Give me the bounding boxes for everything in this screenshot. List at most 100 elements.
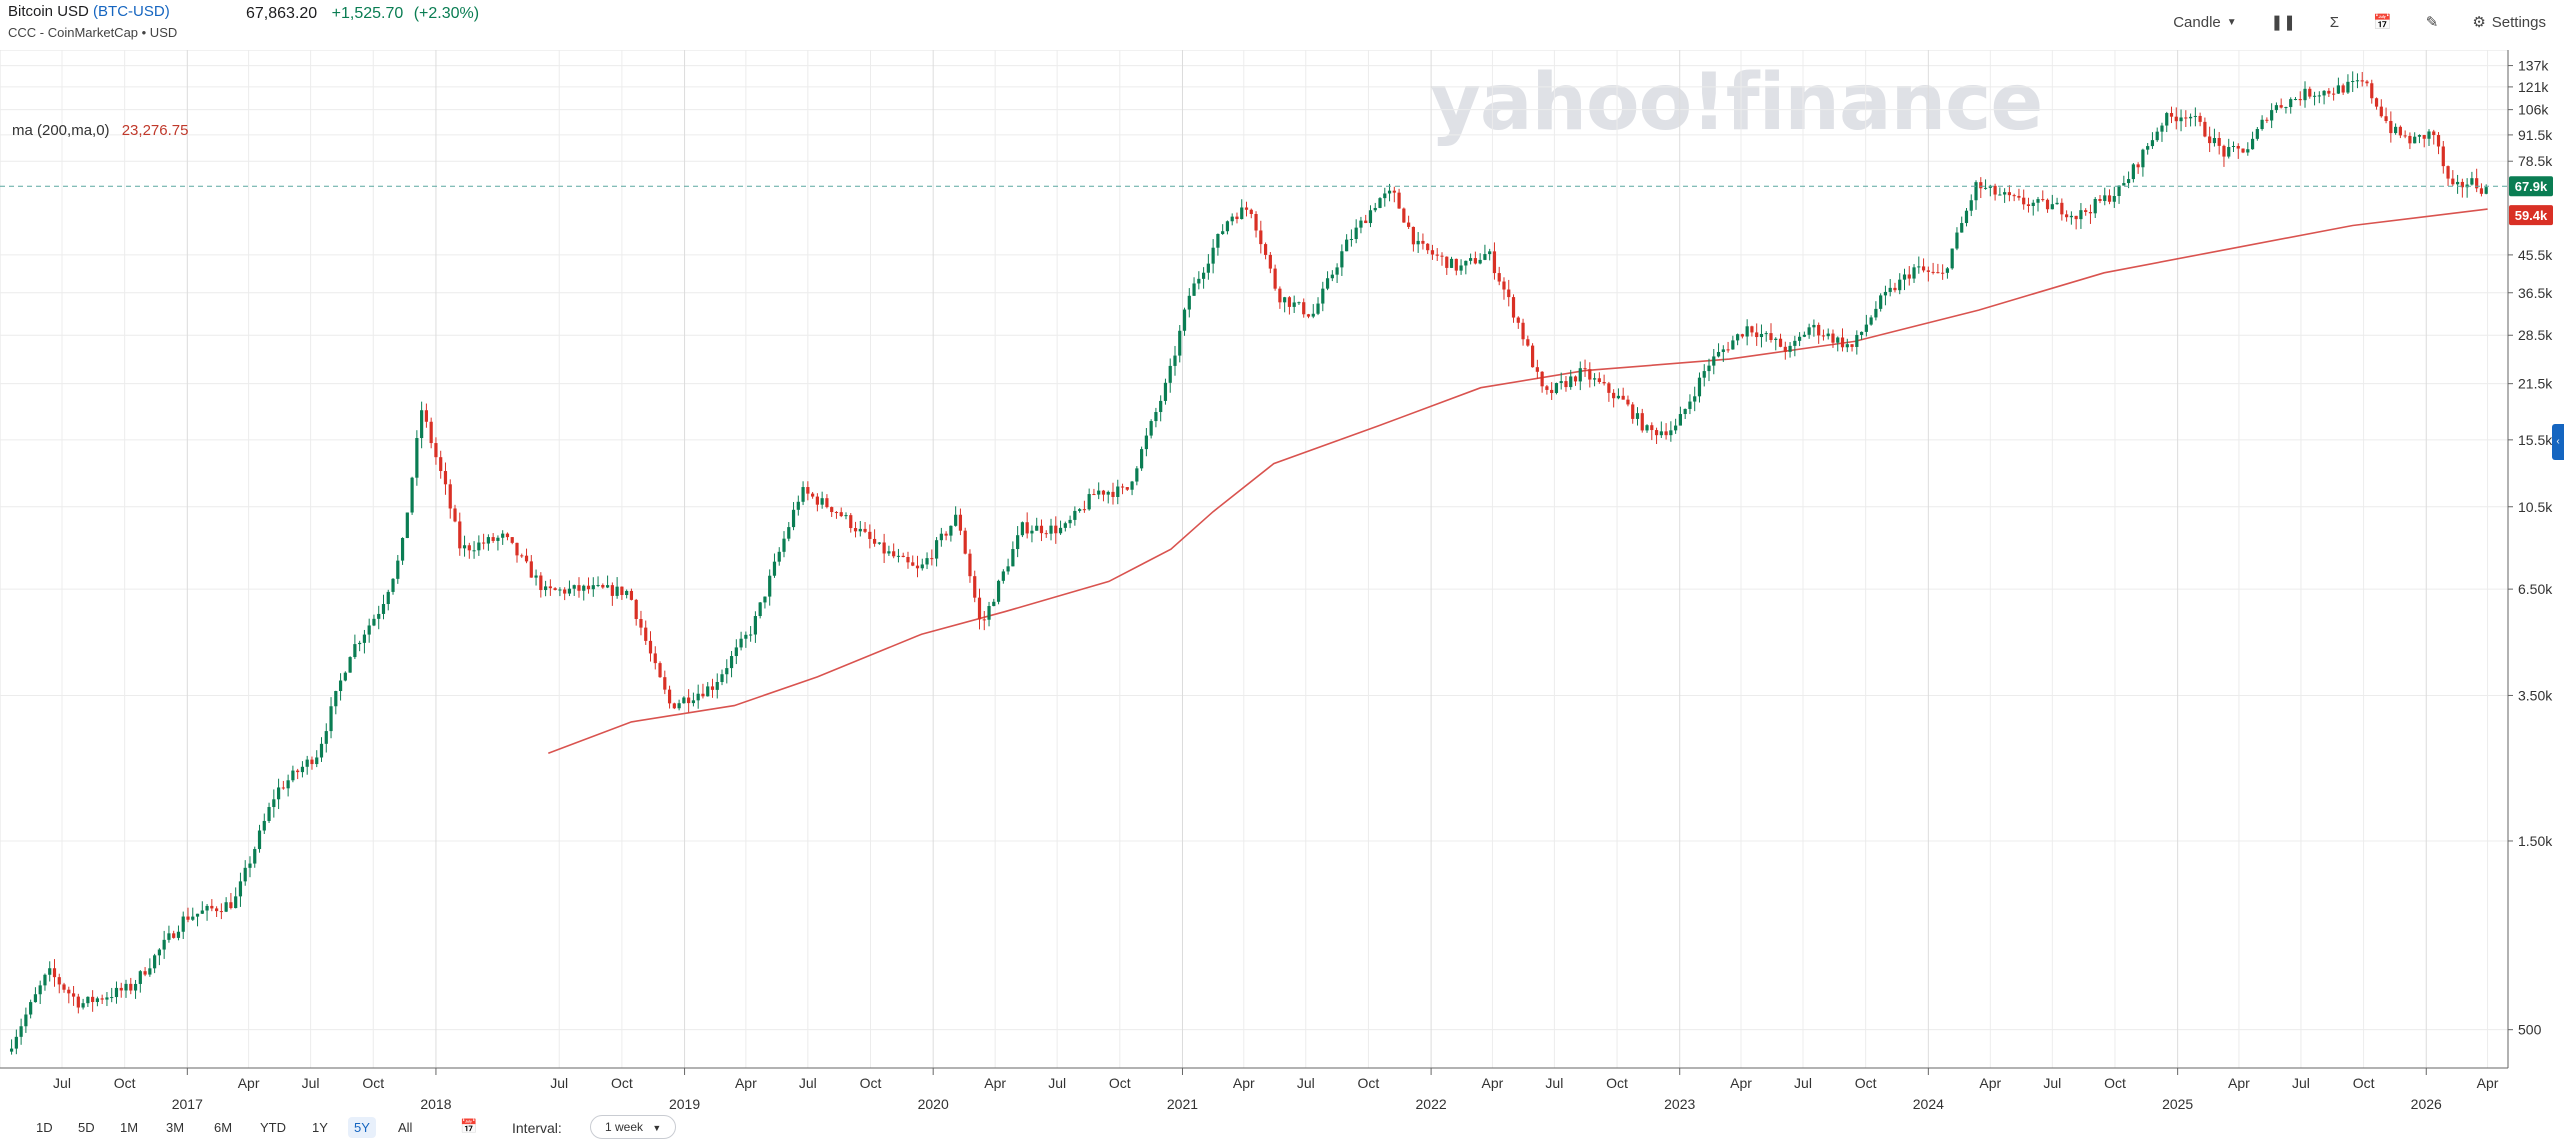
- candle-body: [2055, 202, 2059, 205]
- scroll-handle[interactable]: ‹: [2552, 424, 2564, 460]
- candle-body: [2045, 199, 2050, 210]
- candle-body: [1535, 367, 1539, 372]
- candle-body: [138, 971, 142, 984]
- x-month-label: Jul: [1048, 1075, 1066, 1091]
- candle-body: [1850, 344, 1854, 347]
- candle-body: [2088, 212, 2093, 214]
- candle-body: [1492, 251, 1497, 274]
- calendar-icon[interactable]: 📅: [460, 1118, 478, 1134]
- candle-body: [262, 820, 266, 831]
- candle-body: [2098, 198, 2102, 201]
- candle-body: [1507, 289, 1511, 298]
- interval-dropdown[interactable]: 1 week ▼: [590, 1115, 677, 1139]
- candle-body: [558, 589, 562, 591]
- candle-body: [1187, 295, 1191, 310]
- candle-body: [248, 863, 252, 868]
- candle-body: [2441, 146, 2445, 167]
- ticker-link[interactable]: (BTC-USD): [93, 3, 170, 20]
- price-chart[interactable]: 137k 121k 106k 91.5k 78.5k 45.5k 36.5k 28.5k 21.…: [0, 50, 2564, 1114]
- candle-body: [539, 575, 543, 591]
- candle-body: [1778, 338, 1783, 347]
- candle-body: [1907, 274, 1911, 279]
- range-button-all[interactable]: All: [398, 1120, 413, 1135]
- candle-body: [1740, 334, 1744, 337]
- candle-body: [234, 896, 238, 909]
- candle-body: [1812, 324, 1816, 328]
- chart-type-dropdown[interactable]: Candle ▼: [2173, 14, 2236, 31]
- range-button-5y[interactable]: 5Y: [348, 1117, 376, 1138]
- candle-body: [1345, 239, 1349, 252]
- x-month-label: Oct: [611, 1075, 633, 1091]
- candle-body: [1235, 216, 1239, 220]
- y-tick-label: 6.50k: [2518, 581, 2553, 597]
- candle-body: [1063, 523, 1067, 528]
- x-month-label: Jul: [799, 1075, 817, 1091]
- candle-body: [577, 585, 581, 591]
- symbol-name: Bitcoin USD: [8, 3, 89, 20]
- candle-body: [1120, 486, 1125, 488]
- candle-body: [1683, 408, 1687, 415]
- candle-body: [2432, 131, 2436, 136]
- candle-body: [1263, 244, 1268, 255]
- candle-body: [996, 580, 1001, 602]
- range-button-3m[interactable]: 3M: [166, 1120, 185, 1135]
- candle-body: [1693, 396, 1697, 402]
- candle-body: [1130, 481, 1134, 490]
- x-month-label: Oct: [1855, 1075, 1877, 1091]
- draw-button[interactable]: ✎: [2426, 13, 2439, 31]
- candle-body: [1712, 356, 1716, 366]
- candle-body: [2270, 110, 2274, 121]
- candle-body: [443, 471, 448, 485]
- candle-body: [2413, 136, 2417, 144]
- events-button[interactable]: 📅: [2373, 13, 2392, 31]
- candle-body: [367, 625, 371, 635]
- candle-body: [2131, 164, 2135, 180]
- candle-body: [172, 933, 176, 938]
- candle-body: [715, 682, 719, 690]
- candle-body: [625, 590, 629, 596]
- range-button-1m[interactable]: 1M: [120, 1120, 139, 1135]
- x-year-label: 2026: [2411, 1096, 2442, 1112]
- ticker-text[interactable]: BTC-USD: [98, 3, 165, 20]
- candle-body: [872, 538, 877, 544]
- candle-body: [2060, 202, 2064, 215]
- range-button-6m[interactable]: 6M: [214, 1120, 233, 1135]
- compare-button[interactable]: ❚❚: [2271, 13, 2296, 31]
- indicators-button[interactable]: Σ: [2330, 14, 2339, 31]
- candle-body: [1764, 333, 1768, 335]
- candle-body: [1855, 334, 1859, 347]
- candle-body: [24, 1014, 28, 1027]
- ma-legend[interactable]: ma (200,ma,0) 23,276.75: [12, 122, 188, 139]
- candle-body: [1173, 355, 1177, 366]
- candle-body: [1721, 349, 1725, 352]
- range-footer: 1D 5D 1M 3M 6M YTD 1Y 5Y All 📅 Interval: 1 week …: [0, 1114, 2564, 1144]
- candle-body: [1178, 330, 1182, 356]
- settings-button[interactable]: ⚙ Settings: [2472, 13, 2546, 32]
- y-tick-label: 500: [2518, 1022, 2542, 1038]
- candle-body: [987, 606, 991, 620]
- candle-body: [1454, 258, 1458, 271]
- candle-body: [1383, 193, 1387, 199]
- y-tick-label: 137k: [2518, 58, 2549, 74]
- range-button-1d[interactable]: 1D: [36, 1120, 53, 1135]
- candle-body: [2341, 85, 2345, 93]
- candle-body: [2203, 121, 2207, 137]
- candle-body: [1416, 240, 1420, 245]
- candle-body: [2126, 179, 2131, 184]
- range-button-ytd[interactable]: YTD: [260, 1120, 286, 1135]
- candle-body: [1664, 431, 1668, 436]
- candle-body: [1116, 486, 1120, 497]
- chevron-down-icon: ▼: [652, 1123, 662, 1133]
- candle-body: [1540, 371, 1544, 387]
- range-button-1y[interactable]: 1Y: [312, 1120, 328, 1135]
- candle-body: [2484, 187, 2488, 194]
- x-month-label: Jul: [550, 1075, 568, 1091]
- candle-body: [91, 996, 95, 1003]
- x-month-label: Oct: [860, 1075, 882, 1091]
- candle-body: [1912, 267, 1916, 279]
- candle-body: [1817, 324, 1821, 336]
- candle-body: [1788, 345, 1792, 352]
- chart-grid: [0, 50, 2509, 1069]
- range-button-5d[interactable]: 5D: [78, 1120, 95, 1135]
- candle-body: [29, 1002, 33, 1015]
